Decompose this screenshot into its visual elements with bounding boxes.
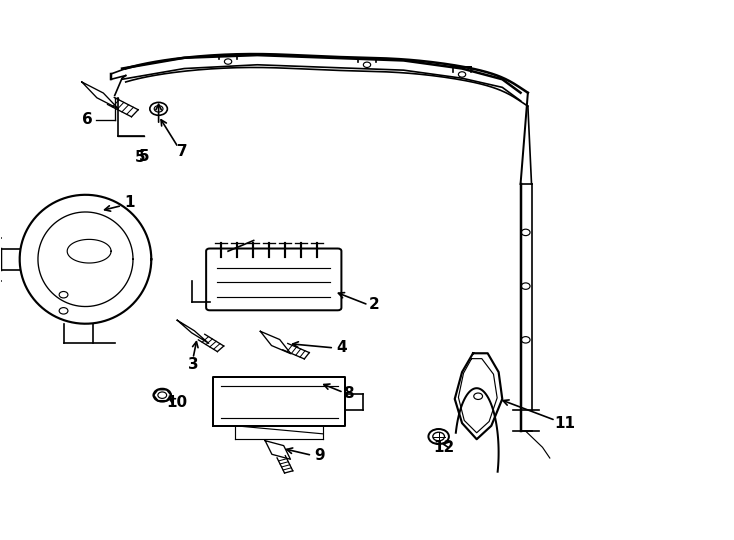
Text: 1: 1: [124, 195, 134, 211]
Text: 11: 11: [554, 416, 575, 430]
Text: 4: 4: [336, 340, 346, 355]
Text: 6: 6: [82, 112, 93, 127]
Text: 2: 2: [369, 298, 379, 313]
Text: 7: 7: [178, 144, 188, 159]
Text: 9: 9: [314, 448, 324, 463]
Text: 5: 5: [135, 150, 145, 165]
Text: 3: 3: [188, 356, 198, 372]
Text: 8: 8: [344, 386, 354, 401]
Text: 10: 10: [167, 395, 187, 410]
Text: 12: 12: [433, 440, 454, 455]
Text: 5: 5: [139, 148, 149, 164]
